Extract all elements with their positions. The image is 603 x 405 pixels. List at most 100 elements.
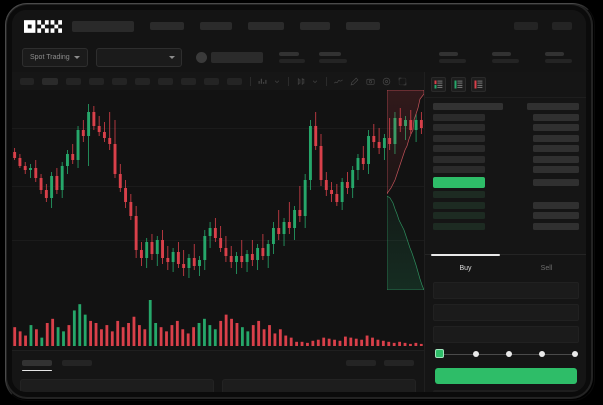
- orderbook-asks-icon: [474, 80, 483, 89]
- interval-button-more[interactable]: [227, 77, 242, 85]
- orderbook-bid-row[interactable]: [425, 201, 586, 209]
- orders-panel-actions: [346, 360, 414, 366]
- interval-button-4h[interactable]: [135, 77, 150, 85]
- ask-price: [433, 166, 485, 173]
- slider-stop-75[interactable]: [539, 350, 545, 357]
- slider-stop-50[interactable]: [506, 350, 512, 357]
- interval-button-1h[interactable]: [112, 77, 127, 85]
- slider-handle[interactable]: [435, 349, 444, 358]
- stat-value: [492, 58, 519, 63]
- ask-amount: [533, 113, 579, 121]
- tab-sell[interactable]: Sell: [506, 255, 586, 281]
- market-type-label: Spot Trading: [30, 53, 70, 61]
- orderbook-mode-switch: [425, 72, 586, 98]
- bid-price: [433, 212, 485, 219]
- bid-price: [433, 191, 485, 198]
- tab-buy[interactable]: Buy: [425, 254, 506, 281]
- tab-order-history[interactable]: [62, 360, 92, 366]
- orderbook-mode-both[interactable]: [431, 77, 446, 92]
- ask-amount: [533, 124, 579, 131]
- market-type-dropdown[interactable]: Spot Trading: [22, 47, 88, 67]
- interval-button-1d[interactable]: [158, 77, 173, 85]
- orderbook-ask-row[interactable]: [425, 134, 586, 142]
- chevron-down-icon[interactable]: [274, 77, 280, 86]
- okx-logo[interactable]: [24, 19, 62, 33]
- nav-item-trade[interactable]: [200, 22, 232, 30]
- ask-price: [433, 145, 485, 152]
- spread-amount: [533, 178, 579, 186]
- orderbook-ask-row[interactable]: [425, 145, 586, 152]
- interval-button-1mo[interactable]: [204, 77, 219, 85]
- stat-last-price: [278, 51, 305, 63]
- stat-label: [545, 51, 564, 56]
- orderbook-header-row: [425, 103, 586, 110]
- stat-24h-change: [318, 51, 347, 63]
- settings-icon[interactable]: [382, 77, 391, 86]
- header-action-notifications[interactable]: [514, 22, 538, 30]
- bottom-card-2[interactable]: [222, 379, 416, 392]
- bottom-action-1[interactable]: [346, 360, 376, 366]
- orderbook-mode-asks[interactable]: [471, 77, 486, 92]
- avatar: [195, 51, 207, 63]
- amount-percent-slider[interactable]: [435, 349, 578, 359]
- pair-select-dropdown[interactable]: [95, 47, 182, 67]
- stat-24h-high: [439, 51, 466, 63]
- orderbook-ask-row[interactable]: [425, 166, 586, 173]
- chevron-down-icon[interactable]: [312, 77, 318, 86]
- buy-submit-button[interactable]: [435, 368, 577, 384]
- tab-open-orders[interactable]: [22, 360, 52, 371]
- orderbook-ask-row[interactable]: [425, 124, 586, 131]
- orderbook-ask-row[interactable]: [425, 113, 586, 121]
- line-tool-icon[interactable]: [334, 77, 343, 86]
- stat-value: [278, 58, 305, 63]
- nav-item-earn[interactable]: [300, 22, 330, 30]
- camera-icon[interactable]: [366, 77, 375, 86]
- app-header: [12, 10, 586, 42]
- amount-field[interactable]: [433, 304, 579, 321]
- orderbook-spread-row[interactable]: [425, 176, 586, 188]
- candlestick-series: [13, 104, 423, 278]
- interval-button-1m[interactable]: [20, 77, 34, 85]
- nav-item-markets[interactable]: [150, 22, 184, 30]
- orderbook-ask-row[interactable]: [425, 155, 586, 163]
- last-price-highlight: [433, 176, 485, 188]
- orderbook-bid-row[interactable]: [425, 222, 586, 230]
- stat-value: [545, 58, 572, 63]
- header-search-field[interactable]: [72, 20, 134, 32]
- total-field[interactable]: [433, 326, 579, 343]
- ask-amount: [533, 166, 579, 173]
- nav-item-derivatives[interactable]: [248, 22, 284, 30]
- stat-value: [439, 58, 466, 63]
- slider-stop-25[interactable]: [473, 350, 479, 357]
- fullscreen-icon[interactable]: [398, 77, 407, 86]
- interval-button-5m[interactable]: [42, 77, 58, 85]
- interval-button-30m[interactable]: [89, 77, 104, 85]
- ask-amount: [533, 134, 579, 142]
- volume-series: [13, 300, 423, 346]
- bottom-action-2[interactable]: [384, 360, 414, 366]
- indicators-icon[interactable]: [258, 77, 267, 86]
- ticker-bar: Spot Trading: [12, 42, 586, 73]
- tab-label: [22, 360, 52, 366]
- tab-sell-label: Sell: [540, 264, 553, 272]
- chart-type-icon[interactable]: [296, 77, 305, 86]
- stat-24h-volume: [545, 51, 572, 63]
- slider-stop-100[interactable]: [572, 350, 578, 357]
- bottom-card-1[interactable]: [20, 379, 214, 392]
- orderbook-mode-bids[interactable]: [451, 77, 466, 92]
- interval-button-1w[interactable]: [181, 77, 196, 85]
- price-field[interactable]: [433, 282, 579, 299]
- order-form-fields: [425, 282, 586, 348]
- ask-amount: [533, 155, 579, 163]
- nav-item-more[interactable]: [346, 22, 380, 30]
- orderbook: [425, 98, 586, 230]
- tab-buy-label: Buy: [459, 264, 472, 272]
- orderbook-bid-row[interactable]: [425, 191, 586, 198]
- pencil-icon[interactable]: [350, 77, 359, 86]
- interval-button-15m[interactable]: [66, 77, 81, 85]
- ask-amount: [533, 145, 579, 152]
- price-chart[interactable]: [12, 90, 424, 350]
- header-action-account[interactable]: [552, 22, 572, 30]
- orderbook-bid-row[interactable]: [425, 212, 586, 219]
